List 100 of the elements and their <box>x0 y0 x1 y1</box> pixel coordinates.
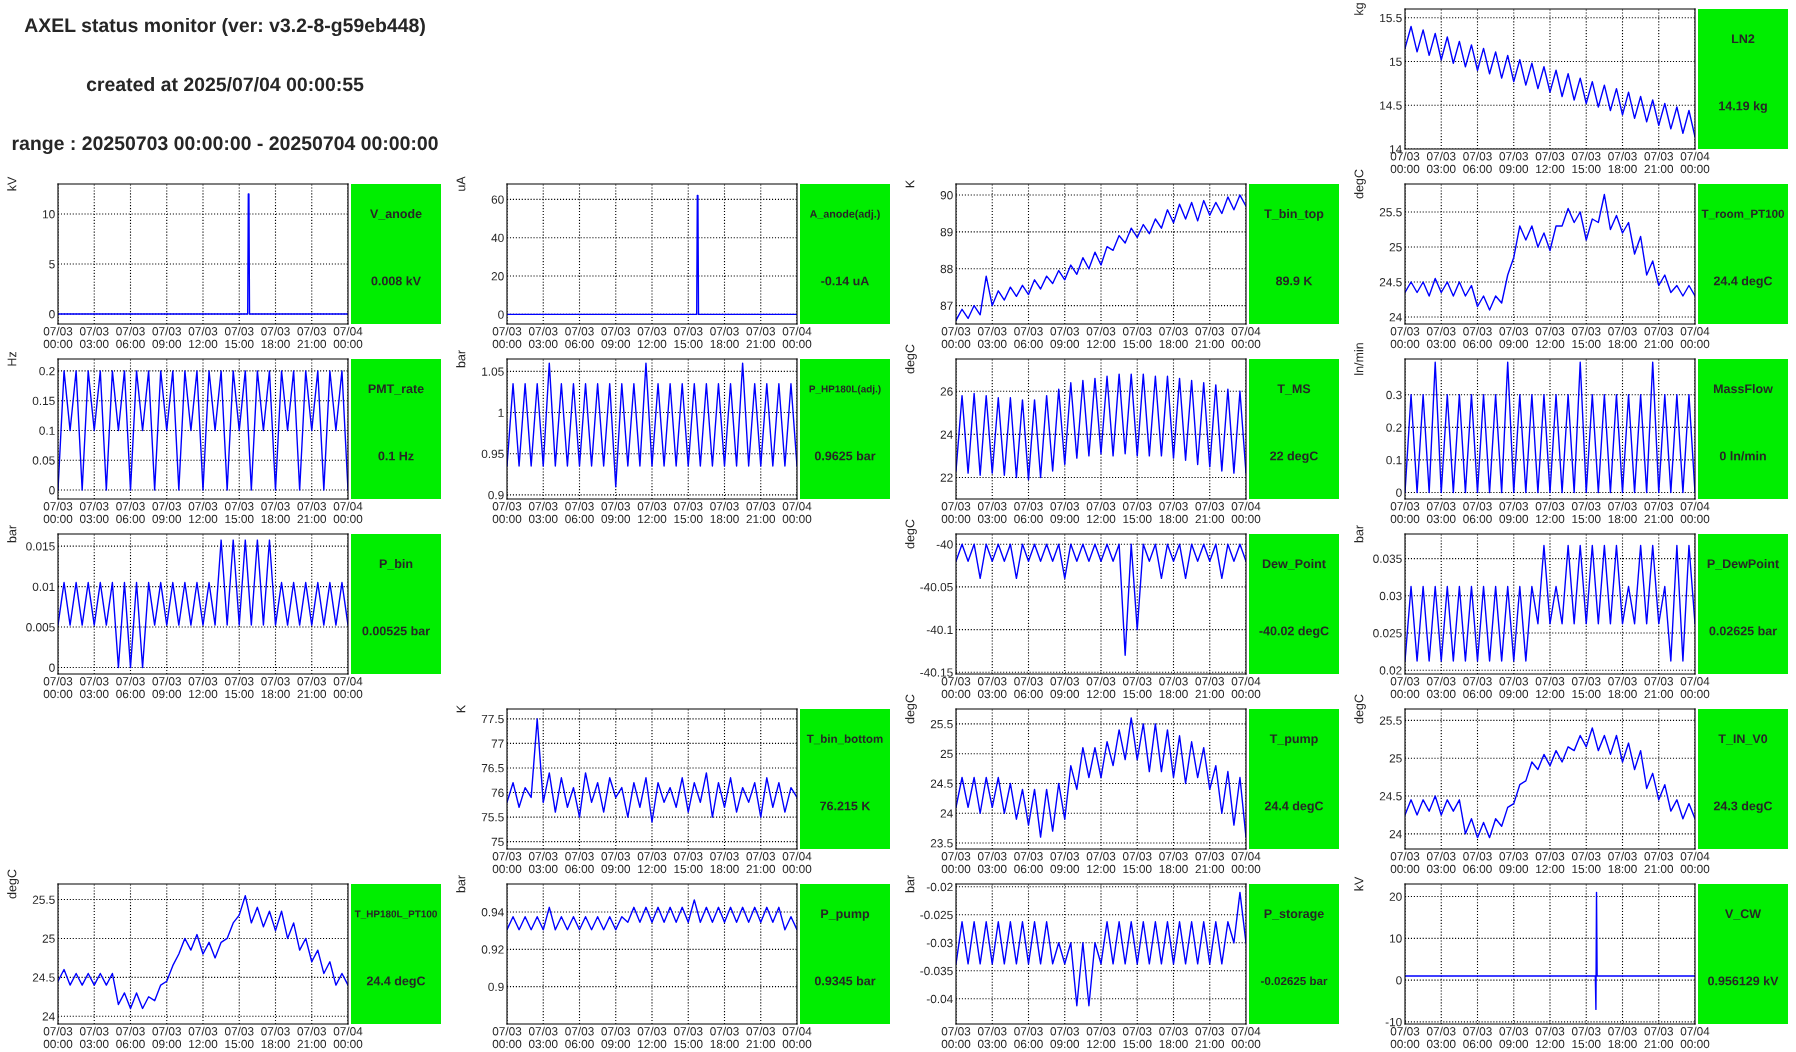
text: MassFlow <box>1713 383 1773 394</box>
y-tick-label: 89 <box>940 227 953 237</box>
y-tick-label: 22 <box>940 473 953 482</box>
y-tick-label: 40 <box>491 233 504 243</box>
y-tick-label: 0.3 <box>1386 390 1402 400</box>
x-tick-label: 07/03 12:00 <box>188 676 218 699</box>
y-tick-label: 60 <box>491 195 504 204</box>
x-tick-label: 07/03 21:00 <box>746 1026 776 1049</box>
y-axis-title: Hz <box>7 351 17 366</box>
x-tick-label: 07/03 09:00 <box>1499 151 1529 174</box>
text: T_room_PT100 <box>1701 209 1785 220</box>
x-tick-label: 07/03 03:00 <box>1426 501 1456 524</box>
text: PMT_rate <box>368 384 424 395</box>
line-series <box>58 894 348 1010</box>
text: 0.1 Hz <box>378 451 414 461</box>
text: 14.19 kg <box>1719 101 1767 113</box>
x-tick-label: 07/03 09:00 <box>601 326 631 349</box>
line-series <box>1405 544 1695 662</box>
y-tick-label: 87 <box>940 301 953 310</box>
y-tick-label: 24.5 <box>1379 792 1402 801</box>
y-tick-label: 0 <box>49 486 55 495</box>
x-tick-label: 07/03 03:00 <box>528 851 558 874</box>
x-tick-label: 07/03 06:00 <box>1463 326 1492 349</box>
x-tick-label: 07/03 15:00 <box>673 326 703 349</box>
y-tick-label: 76.5 <box>481 763 504 773</box>
y-tick-label: 0.015 <box>26 542 55 551</box>
y-tick-label: 20 <box>491 272 504 281</box>
y-tick-label: 0 <box>1396 976 1402 985</box>
x-tick-label: 07/03 06:00 <box>1014 851 1043 874</box>
x-tick-label: 07/03 15:00 <box>1571 1026 1601 1049</box>
x-tick-label: 07/03 03:00 <box>1426 1026 1456 1049</box>
y-tick-label: -10 <box>1385 1017 1402 1027</box>
x-tick-label: 07/03 12:00 <box>1535 851 1565 874</box>
y-tick-label: 0.05 <box>32 456 55 465</box>
x-tick-label: 07/03 15:00 <box>1571 326 1601 349</box>
text: T_bin_bottom <box>806 734 883 745</box>
x-tick-label: 07/03 12:00 <box>1086 851 1116 874</box>
x-tick-label: 07/03 12:00 <box>1535 151 1565 174</box>
text: 0.00525 bar <box>362 626 430 636</box>
x-tick-label: 07/03 03:00 <box>1426 326 1456 349</box>
x-tick-label: 07/03 00:00 <box>43 1026 73 1049</box>
y-tick-label: 20 <box>1389 892 1402 901</box>
x-tick-label: 07/03 12:00 <box>1086 676 1116 699</box>
x-tick-label: 07/03 00:00 <box>941 326 971 349</box>
y-tick-label: 88 <box>940 264 953 274</box>
x-tick-label: 07/03 09:00 <box>152 326 182 349</box>
x-tick-label: 07/03 21:00 <box>746 851 776 874</box>
x-tick-label: 07/04 00:00 <box>1231 501 1261 524</box>
x-tick-label: 07/03 15:00 <box>1122 851 1152 874</box>
x-tick-label: 07/03 18:00 <box>710 1026 739 1049</box>
x-tick-label: 07/03 21:00 <box>1195 501 1225 524</box>
x-tick-label: 07/03 00:00 <box>1390 326 1420 349</box>
x-tick-label: 07/03 21:00 <box>1644 501 1674 524</box>
x-tick-label: 07/03 09:00 <box>1050 1026 1080 1049</box>
x-tick-label: 07/03 00:00 <box>43 326 73 349</box>
x-tick-label: 07/03 12:00 <box>1535 1026 1565 1049</box>
x-tick-label: 07/03 06:00 <box>1014 501 1043 524</box>
y-tick-label: -40.15 <box>920 668 953 677</box>
text: AXEL status monitor (ver: v3.2-8-g59eb448) <box>24 17 425 37</box>
y-tick-label: 0.01 <box>32 582 55 591</box>
x-tick-label: 07/03 03:00 <box>1426 851 1456 874</box>
y-tick-label: 1.05 <box>482 367 504 376</box>
x-tick-label: 07/03 15:00 <box>673 1026 703 1049</box>
x-tick-label: 07/03 00:00 <box>492 851 522 874</box>
x-tick-label: 07/03 09:00 <box>1050 676 1080 699</box>
x-tick-label: 07/03 12:00 <box>637 326 667 349</box>
x-tick-label: 07/03 12:00 <box>637 1026 667 1049</box>
text: 76.215 K <box>820 801 871 811</box>
y-axis-title: ln/min <box>1354 343 1364 375</box>
x-tick-label: 07/03 18:00 <box>710 326 739 349</box>
x-tick-label: 07/03 18:00 <box>710 851 739 874</box>
y-tick-label: 0.2 <box>1386 423 1402 432</box>
text: 0 ln/min <box>1719 451 1766 461</box>
x-tick-label: 07/03 15:00 <box>1571 151 1601 174</box>
y-tick-label: 25 <box>42 934 55 943</box>
x-tick-label: 07/03 18:00 <box>1608 676 1637 699</box>
x-tick-label: 07/03 09:00 <box>601 501 631 524</box>
y-tick-label: 0 <box>1396 488 1402 497</box>
y-tick-label: 0.9 <box>488 490 504 500</box>
x-tick-label: 07/03 12:00 <box>1086 501 1116 524</box>
text: A_anode(adj.) <box>809 209 880 220</box>
x-tick-label: 07/03 12:00 <box>188 501 218 524</box>
x-tick-label: 07/03 18:00 <box>710 501 739 524</box>
text: P_bin <box>379 558 413 570</box>
x-tick-label: 07/03 09:00 <box>1499 676 1529 699</box>
x-tick-label: 07/03 00:00 <box>941 501 971 524</box>
text: V_CW <box>1725 909 1762 920</box>
x-tick-label: 07/03 21:00 <box>1644 676 1674 699</box>
y-tick-label: 10 <box>42 210 55 219</box>
x-tick-label: 07/03 00:00 <box>941 1026 971 1049</box>
x-tick-label: 07/03 09:00 <box>152 501 182 524</box>
y-tick-label: -40.05 <box>920 582 953 592</box>
x-tick-label: 07/03 18:00 <box>1608 501 1637 524</box>
y-tick-label: 5 <box>49 260 55 269</box>
x-tick-label: 07/04 00:00 <box>782 326 812 349</box>
x-tick-label: 07/03 09:00 <box>1050 326 1080 349</box>
x-tick-label: 07/04 00:00 <box>1231 676 1261 699</box>
text: 0.02625 bar <box>1709 626 1777 636</box>
text: T_pump <box>1269 734 1318 746</box>
x-tick-label: 07/04 00:00 <box>782 1026 812 1049</box>
